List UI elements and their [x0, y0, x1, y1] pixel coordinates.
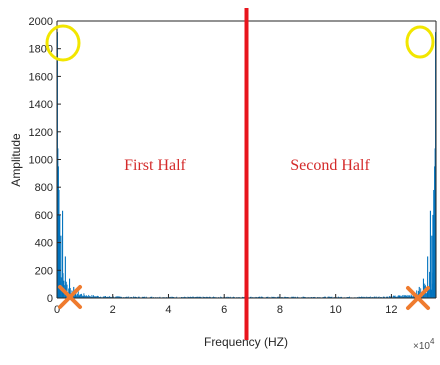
cross-stroke [406, 286, 430, 310]
y-tick-label: 1000 [29, 155, 53, 167]
left-peak-circle [45, 24, 81, 62]
y-tick-label: 1200 [29, 127, 53, 139]
right-cross-mark [406, 286, 430, 310]
ticks: 0 2 4 6 8 10 120200400600800100012001400160018… [29, 16, 398, 316]
x-tick-label: 12 [385, 304, 397, 316]
x-tick-label: 6 [221, 304, 227, 316]
x-tick-label: 10 [330, 304, 342, 316]
first-half-label: First Half [124, 157, 186, 174]
y-tick-label: 800 [35, 182, 53, 194]
y-tick-label: 400 [35, 238, 53, 250]
y-tick-label: 200 [35, 265, 53, 277]
x-tick-label: 4 [165, 304, 171, 316]
x-tick-label: 8 [277, 304, 283, 316]
y-tick-label: 1600 [29, 71, 53, 83]
x-tick-label: 2 [110, 304, 116, 316]
x-tick-label: 0 [54, 304, 60, 316]
right-peak-circle [405, 25, 435, 59]
x-axis-label: Frequency (HZ) [204, 335, 288, 349]
x-exponent-power: 4 [430, 337, 435, 346]
x-exponent-base: ×10 [413, 341, 430, 352]
y-axis-label: Amplitude [9, 133, 23, 187]
y-tick-label: 2000 [29, 16, 53, 28]
second-half-label: Second Half [290, 157, 370, 174]
y-tick-label: 600 [35, 210, 53, 222]
cross-stroke [58, 285, 82, 309]
annotations: First Half Second Half [45, 8, 435, 340]
x-exponent-label: ×104 [413, 337, 435, 352]
y-tick-label: 0 [47, 293, 53, 305]
y-tick-label: 1400 [29, 99, 53, 111]
left-cross-mark [58, 285, 82, 309]
